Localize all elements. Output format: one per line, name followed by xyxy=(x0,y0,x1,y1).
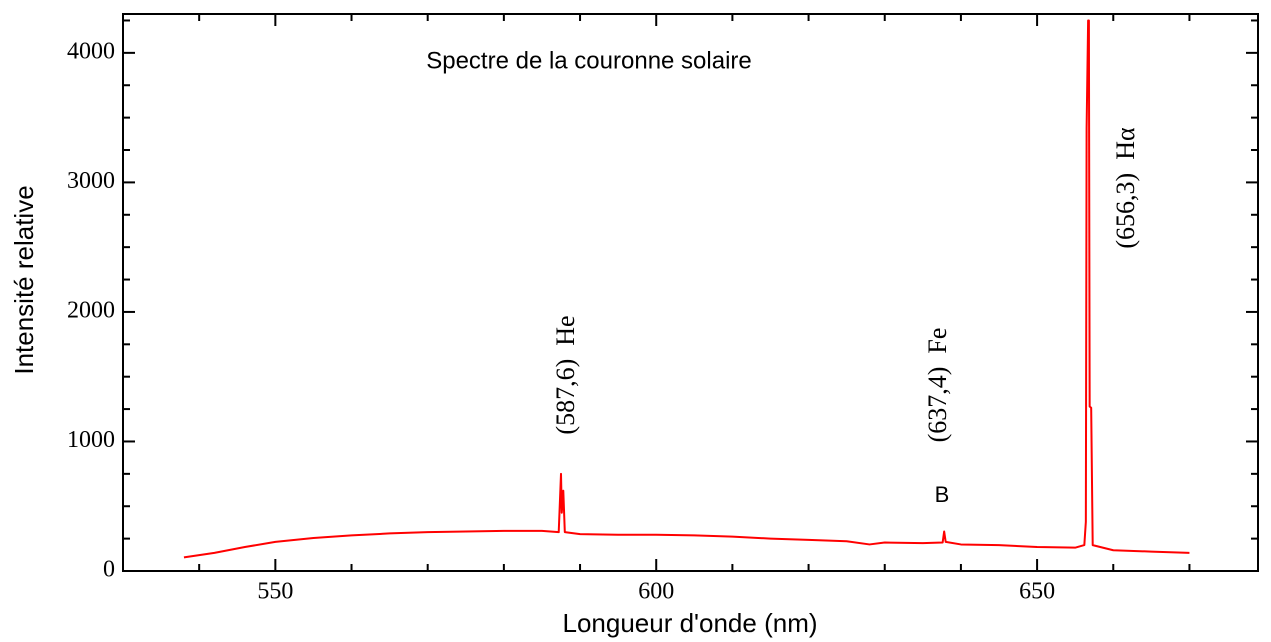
annotation: (587,6) He xyxy=(551,315,580,434)
annotation: (637,4) Fe xyxy=(923,328,952,443)
x-tick-label: 550 xyxy=(257,579,293,605)
chart-title: Spectre de la couronne solaire xyxy=(426,47,752,74)
x-tick-label: 650 xyxy=(1019,579,1055,605)
plot-frame xyxy=(122,13,1259,572)
y-tick-label: 0 xyxy=(103,557,115,583)
y-tick-label: 1000 xyxy=(67,427,115,453)
y-axis-label: Intensité relative xyxy=(9,185,39,374)
x-tick-label: 600 xyxy=(638,579,674,605)
annotation: B xyxy=(935,482,950,507)
y-tick-label: 3000 xyxy=(67,168,115,194)
y-tick-label: 2000 xyxy=(67,297,115,323)
spectrum-line xyxy=(183,19,1190,559)
y-tick-label: 4000 xyxy=(67,38,115,64)
x-axis-label: Longueur d'onde (nm) xyxy=(562,608,817,638)
annotation: (656,3) Hα xyxy=(1111,127,1140,249)
